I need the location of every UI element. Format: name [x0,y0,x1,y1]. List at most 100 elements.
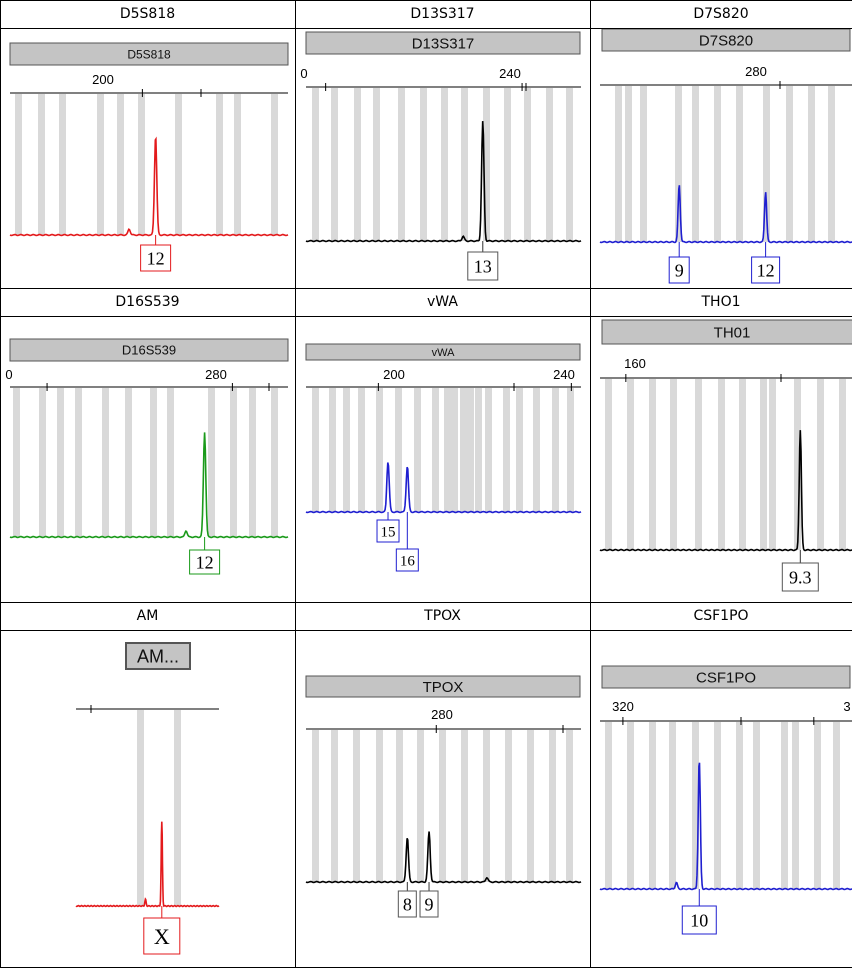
bin-stripe [763,86,770,242]
trace-line [305,121,582,243]
bin-stripe [692,722,699,889]
bin-stripe [414,388,421,512]
bin-stripe [753,722,760,889]
marker-name-bar [305,31,581,55]
bin-stripe [625,86,632,242]
bin-stripe [439,730,446,882]
allele-call-label: 9 [425,894,434,914]
cell-header: D5S818 [119,6,176,22]
bin-stripe [138,94,145,235]
allele-call-box [397,890,417,918]
bin-stripe [567,388,574,512]
bin-stripe [792,722,799,889]
marker-name-bar [601,665,851,689]
axis-tick-label: 0 [300,66,307,81]
cell-header: AM [136,608,159,624]
electropherogram-panel: TPOX 280 8 9 [305,675,582,918]
bin-stripe [441,88,448,241]
bin-stripe [461,88,468,241]
bin-stripe [627,722,634,889]
axis-tick-label: 280 [205,367,227,382]
bin-stripe [695,379,702,550]
bin-stripe [358,388,365,512]
bin-stripe [271,94,278,235]
allele-call-box [419,890,439,918]
trace-line [305,831,582,884]
cell-header: THO1 [701,294,741,310]
bin-stripe [312,388,319,512]
allele-call-label: 12 [196,552,214,572]
electropherogram-grid: D5S818 D13S317 D7S820 D16S539 vWA THO1 A… [0,0,852,968]
electropherogram-panel: D5S818 200 12 [9,42,289,272]
axis-tick-label: 280 [745,64,767,79]
allele-call-box [751,256,781,284]
bin-stripe [736,722,743,889]
bin-stripe [376,388,383,512]
bin-stripe [533,388,540,512]
marker-name-bar [601,29,851,52]
bin-stripe [451,388,458,512]
marker-name-label: D13S317 [412,35,475,52]
grid-line [0,967,852,968]
axis-tick-label: 200 [383,367,405,382]
bin-stripe [150,388,157,537]
bin-stripe [420,88,427,241]
bin-stripe [640,86,647,242]
bin-stripe [552,388,559,512]
bin-stripe [137,710,144,906]
bin-stripe [432,388,439,512]
bin-stripe [505,730,512,882]
allele-call-box [467,251,499,281]
axis-tick-label: 280 [431,707,453,722]
bin-stripe [38,94,45,235]
bin-stripe [15,94,22,235]
cell-header: D16S539 [115,294,180,310]
bin-stripe [769,379,776,550]
marker-name-bar [9,338,289,362]
marker-name-bar [305,675,581,698]
bin-stripe [59,94,66,235]
bin-stripe [331,730,338,882]
bin-stripe [312,730,319,882]
grid-line [0,630,852,631]
bin-stripe [615,86,622,242]
bin-stripe [828,86,835,242]
grid-line [590,0,591,968]
trace-line [599,185,852,244]
axis-tick-label: 3 [843,699,850,714]
allele-call-label: 9 [675,260,684,280]
allele-call-box [140,244,172,272]
marker-name-bar [9,42,289,66]
bin-stripe [395,388,402,512]
allele-call-box [376,519,400,543]
bin-stripe [839,379,846,550]
bin-stripe [483,730,490,882]
allele-call-box [143,917,181,955]
bin-stripe [102,388,109,537]
allele-call-box [668,256,690,284]
grid-line [0,0,1,968]
allele-call-label: 10 [690,910,708,930]
bin-stripe [417,730,424,882]
allele-call-label: 12 [757,260,775,280]
bin-stripe [527,730,534,882]
marker-name-label: D5S818 [127,47,171,61]
bin-stripe [13,388,20,537]
bin-stripe [376,730,383,882]
grid-line [0,316,852,317]
bin-stripe [808,86,815,242]
bin-stripe [167,388,174,537]
bin-stripe [329,388,336,512]
trace-line [75,821,220,908]
allele-call-box [681,905,717,935]
bin-stripe [670,379,677,550]
cell-header: TPOX [424,608,461,624]
bin-stripe [57,388,64,537]
bin-stripe [485,388,492,512]
bin-stripe [524,88,531,241]
bin-stripe [736,86,743,242]
bin-stripe [208,388,215,537]
bin-stripe [739,379,746,550]
bin-stripe [125,388,132,537]
